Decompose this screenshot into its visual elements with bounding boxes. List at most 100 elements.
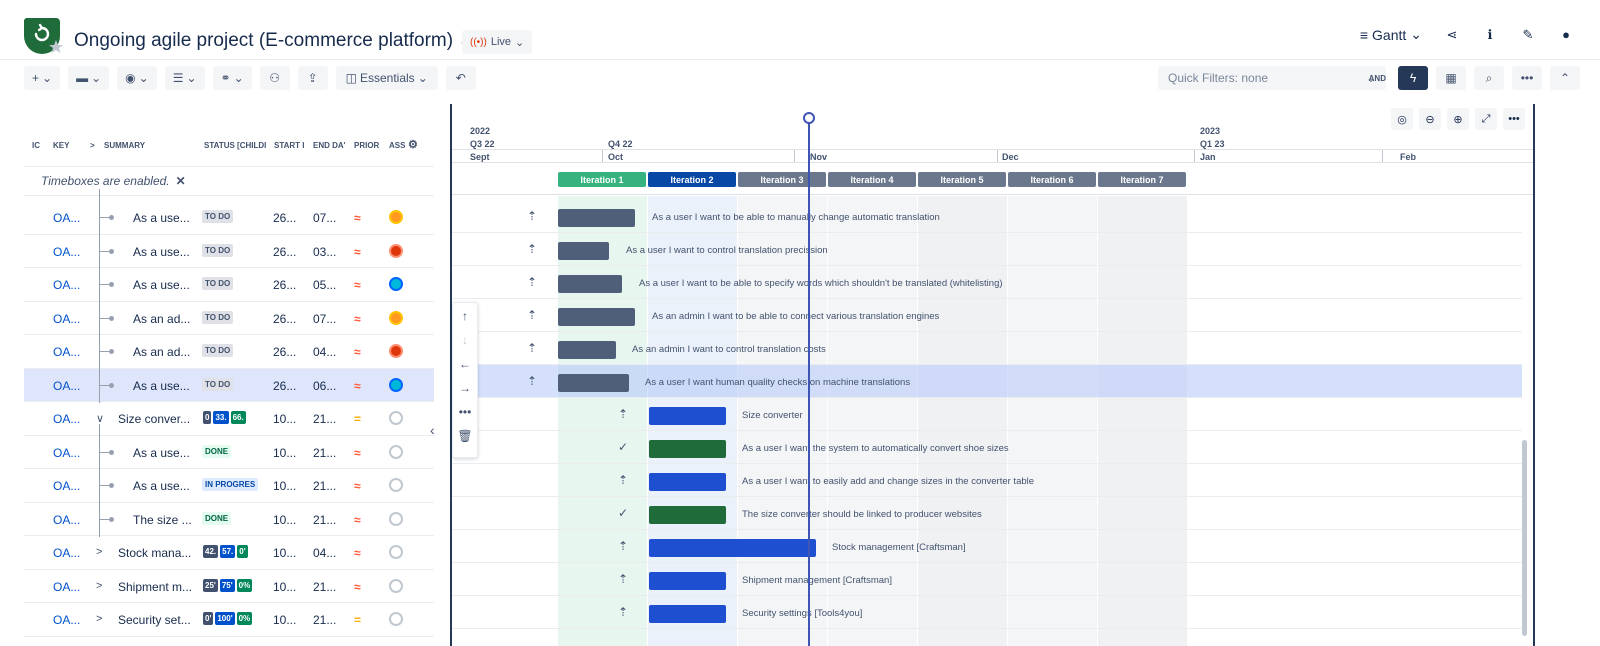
table-row[interactable]: OA... As a use... TO DO 26... 05... ≈ xyxy=(24,256,434,302)
project-title[interactable]: Ongoing agile project (E-commerce platfo… xyxy=(74,30,468,52)
avatar[interactable] xyxy=(389,344,403,358)
gantt-row[interactable]: ⇡ As a user I want to be able to specify … xyxy=(452,266,1522,299)
avatar[interactable] xyxy=(389,545,403,559)
avatar[interactable] xyxy=(389,243,403,258)
table-row[interactable]: OA... As a use... TO DO 26... 07... ≈ xyxy=(24,189,434,235)
issue-summary[interactable]: Security set... xyxy=(118,613,191,627)
task-bar[interactable] xyxy=(649,473,726,491)
task-bar[interactable] xyxy=(649,506,726,524)
issue-summary[interactable]: As a use... xyxy=(133,278,190,292)
info-icon[interactable]: ℹ xyxy=(1487,26,1493,42)
essentials-button[interactable]: ◫ Essentials ⌄ xyxy=(335,66,438,90)
issue-key[interactable]: OA... xyxy=(53,378,81,393)
table-row[interactable]: OA... > Shipment m... 25' 75' 0% 10... 21... ≈ xyxy=(24,570,434,603)
gantt-row[interactable]: ⇡ Shipment management [Craftsman] xyxy=(452,563,1522,596)
task-bar[interactable] xyxy=(558,209,635,227)
iteration-chip[interactable]: Iteration 2 xyxy=(648,172,736,187)
col-start[interactable]: START I xyxy=(274,141,305,150)
gantt-row[interactable]: ⇡ Stock management [Craftsman] xyxy=(452,530,1522,563)
task-bar[interactable] xyxy=(558,374,629,392)
gantt-row[interactable]: ⇡ As a user I want to be able to manually… xyxy=(452,200,1522,233)
issue-summary[interactable]: As a use... xyxy=(133,378,190,393)
calendar-button[interactable]: ▦ xyxy=(1436,66,1466,90)
table-row[interactable]: OA... > Security set... 0' 100' 0% 10... 21... = xyxy=(24,603,434,637)
expand-toggle-icon[interactable]: > xyxy=(96,546,103,558)
trash-icon[interactable]: 🗑 xyxy=(457,429,473,443)
task-bar[interactable] xyxy=(649,539,816,557)
issue-summary[interactable]: Size conver... xyxy=(118,412,191,426)
task-bar[interactable] xyxy=(649,605,726,623)
iteration-chip[interactable]: Iteration 4 xyxy=(828,172,916,187)
avatar[interactable] xyxy=(389,478,403,492)
table-row[interactable]: OA... As a use... TO DO 26... 06... ≈ xyxy=(24,356,434,403)
issue-key[interactable]: OA... xyxy=(53,546,81,560)
issue-key[interactable]: OA... xyxy=(53,278,81,292)
gantt-row[interactable]: ⇡ As a user I want to easily add and chan… xyxy=(452,464,1522,497)
avatar[interactable] xyxy=(389,444,403,459)
col-key[interactable]: KEY xyxy=(53,141,70,150)
more-button[interactable]: ••• xyxy=(1512,66,1542,90)
issue-key[interactable]: OA... xyxy=(53,613,81,627)
avatar[interactable] xyxy=(389,411,403,425)
team-button[interactable]: ⚇ xyxy=(259,66,290,90)
issue-summary[interactable]: Stock mana... xyxy=(118,546,192,560)
table-row[interactable]: OA... As an ad... TO DO 26... 07... ≈ xyxy=(24,289,434,336)
live-button[interactable]: ((•)) Live ⌄ xyxy=(462,30,533,54)
gantt-row[interactable]: ✓ The size converter should be linked to … xyxy=(452,497,1522,530)
task-bar[interactable] xyxy=(649,440,726,458)
gantt-row[interactable]: ⇡ As a user I want to control translation… xyxy=(452,233,1522,266)
view-switcher[interactable]: ≡ Gantt ⌄ xyxy=(1354,22,1428,47)
issue-key[interactable]: OA... xyxy=(53,512,81,527)
gantt-row[interactable]: ⇡ As an admin I want to control translati… xyxy=(452,332,1522,365)
avatar[interactable] xyxy=(389,612,403,626)
add-button[interactable]: + ⌄ xyxy=(24,66,61,90)
issue-summary[interactable]: As an ad... xyxy=(133,345,191,359)
more-icon[interactable]: ••• xyxy=(1503,108,1525,130)
move-up-icon[interactable]: ↑ xyxy=(462,309,468,323)
gear-icon[interactable]: ⚙ xyxy=(408,139,418,151)
task-bar[interactable] xyxy=(558,308,635,326)
today-marker-handle[interactable] xyxy=(803,112,815,124)
expand-toggle-icon[interactable]: > xyxy=(96,613,103,625)
avatar[interactable] xyxy=(389,277,403,291)
issue-summary[interactable]: As a use... xyxy=(133,244,190,259)
task-bar[interactable] xyxy=(649,407,726,425)
target-icon[interactable]: ◎ xyxy=(1391,108,1413,130)
issue-summary[interactable]: As a use... xyxy=(133,445,190,460)
indent-icon[interactable]: → xyxy=(459,381,471,395)
col-summary[interactable]: SUMMARY xyxy=(104,141,146,150)
collapse-button[interactable]: ⌃ xyxy=(1550,66,1580,90)
undo-button[interactable]: ↶ xyxy=(445,66,476,90)
table-row[interactable]: OA... As a use... DONE 10... 21... ≈ xyxy=(24,423,434,470)
issue-key[interactable]: OA... xyxy=(53,211,81,225)
table-row[interactable]: OA... The size ... DONE 10... 21... ≈ xyxy=(24,490,434,537)
issue-key[interactable]: OA... xyxy=(53,579,81,594)
gantt-row[interactable]: ⇡ As an admin I want to be able to connec… xyxy=(452,299,1522,332)
col-end[interactable]: END DA' xyxy=(313,141,345,150)
avatar[interactable] xyxy=(389,310,403,325)
zoom-out-icon[interactable]: ⊖ xyxy=(1419,108,1441,130)
view-options-button[interactable]: ◉ ⌄ xyxy=(117,66,157,90)
folder-button[interactable]: ▬ ⌄ xyxy=(68,66,110,90)
table-row[interactable]: OA... As an ad... TO DO 26... 04... ≈ xyxy=(24,323,434,369)
col-icon[interactable]: IC xyxy=(32,141,40,150)
expand-toggle-icon[interactable]: > xyxy=(96,579,103,592)
outdent-icon[interactable]: ← xyxy=(459,357,471,371)
issue-key[interactable]: OA... xyxy=(53,412,81,426)
table-row[interactable]: OA... As a use... IN PROGRES 10... 21... ≈ xyxy=(24,457,434,503)
task-bar[interactable] xyxy=(558,275,622,293)
gantt-row[interactable]: ⇡ Security settings [Tools4you] xyxy=(452,596,1522,629)
collapse-panel-icon[interactable]: ‹ xyxy=(430,422,435,438)
vertical-scrollbar[interactable] xyxy=(1522,440,1527,636)
user-icon[interactable]: ● xyxy=(1562,27,1570,42)
issue-summary[interactable]: Shipment m... xyxy=(118,579,193,594)
gantt-row[interactable]: ⇡ As a user I want human quality checks o… xyxy=(452,365,1522,398)
task-bar[interactable] xyxy=(558,341,616,359)
issue-key[interactable]: OA... xyxy=(53,345,81,359)
table-row[interactable]: OA... > Stock mana... 42. 57. 0' 10... 04... ≈ xyxy=(24,536,434,570)
expand-icon[interactable]: ⤢ xyxy=(1475,108,1497,130)
iteration-chip[interactable]: Iteration 6 xyxy=(1008,172,1096,187)
wrench-icon[interactable]: ✎ xyxy=(1522,26,1534,42)
iteration-chip[interactable]: Iteration 3 xyxy=(738,172,826,187)
quick-filters-select[interactable]: Quick Filters: none ⌄ xyxy=(1158,66,1386,90)
